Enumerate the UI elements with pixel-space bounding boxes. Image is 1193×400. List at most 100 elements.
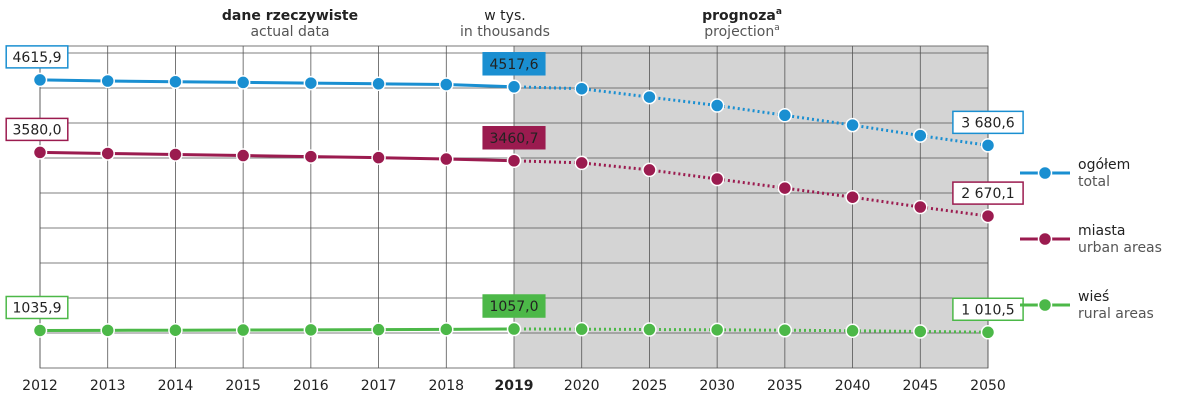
x-tick-label: 2050 <box>970 378 1006 394</box>
point <box>709 171 725 187</box>
point <box>845 189 860 205</box>
point <box>777 322 793 338</box>
x-tick-label: 2045 <box>902 378 938 394</box>
value-label-box <box>952 181 1024 205</box>
point <box>913 199 928 215</box>
value-label: 3 680,6 <box>961 115 1015 131</box>
point <box>574 155 589 171</box>
point <box>980 138 996 153</box>
value-label: 2 670,1 <box>961 186 1014 202</box>
point <box>845 323 860 339</box>
x-tick-label: 2018 <box>428 378 464 394</box>
point <box>32 72 48 88</box>
legend-label: miasta <box>1078 223 1125 239</box>
value-label-box <box>5 117 69 142</box>
value-label-box <box>952 297 1024 322</box>
x-tick-label: 2040 <box>835 378 871 394</box>
point <box>168 322 183 338</box>
value-label-box <box>482 52 546 76</box>
x-tick-label: 2020 <box>564 378 600 394</box>
legend-marker <box>1037 165 1053 181</box>
point <box>303 322 319 338</box>
legend-label-en: urban areas <box>1078 240 1162 256</box>
projection-area <box>514 46 988 368</box>
projection-line <box>513 327 989 334</box>
x-tick-label: 2016 <box>293 378 329 394</box>
point <box>506 79 522 95</box>
line <box>39 78 515 89</box>
point <box>439 151 454 167</box>
x-tick-label: 2013 <box>90 378 126 394</box>
point <box>303 149 319 164</box>
value-label: 1057,0 <box>490 299 539 315</box>
header-projection-text: prognoza <box>702 8 776 24</box>
point <box>642 162 657 178</box>
header-projection-en-text: projection <box>704 24 774 40</box>
x-tick-label: 2012 <box>22 378 58 394</box>
point <box>845 117 860 133</box>
value-label-box <box>952 110 1024 135</box>
unit-en: in thousands <box>460 24 550 40</box>
legend-marker <box>1037 231 1053 247</box>
point <box>371 76 386 92</box>
value-label-box <box>482 126 546 150</box>
point <box>32 323 48 338</box>
point <box>371 150 386 165</box>
point <box>506 153 522 169</box>
legend-marker <box>1037 297 1053 313</box>
point <box>235 148 251 163</box>
legend-label-en: rural areas <box>1078 306 1154 322</box>
point <box>100 73 115 89</box>
point <box>913 128 928 143</box>
value-label: 3460,7 <box>490 131 539 147</box>
x-tick-label: 2014 <box>158 378 194 394</box>
point <box>303 75 319 91</box>
legend-label: ogółem <box>1078 157 1130 173</box>
point <box>439 77 454 92</box>
legend-label-en: total <box>1078 174 1110 190</box>
point <box>709 322 725 338</box>
value-label: 4517,6 <box>490 57 539 73</box>
value-label-box <box>5 295 69 320</box>
header-projection: prognozaa <box>702 7 782 25</box>
footnote-mark: a <box>774 23 780 33</box>
footnote-mark: a <box>776 7 782 17</box>
point <box>980 208 996 224</box>
point <box>980 325 996 340</box>
point <box>574 321 589 337</box>
point <box>709 98 725 113</box>
value-label-box <box>482 294 546 318</box>
point <box>168 74 183 89</box>
header-actual: dane rzeczywiste <box>222 8 358 24</box>
point <box>439 322 454 337</box>
point <box>371 322 386 337</box>
point <box>32 145 48 160</box>
point <box>777 108 793 123</box>
value-label: 1 010,5 <box>961 302 1014 318</box>
x-tick-label: 2017 <box>361 378 397 394</box>
point <box>235 322 251 338</box>
header-projection-en: projectiona <box>704 23 779 41</box>
header-actual-en: actual data <box>250 24 329 40</box>
x-tick-label: 2030 <box>699 378 735 394</box>
legend-label: wieś <box>1078 289 1109 305</box>
unit: w tys. <box>484 8 525 24</box>
value-label: 3580,0 <box>13 122 62 138</box>
point <box>100 146 115 161</box>
point <box>235 75 251 90</box>
line <box>39 327 515 332</box>
point <box>913 324 928 339</box>
point <box>506 321 522 337</box>
point <box>574 81 589 96</box>
x-tick-label: 2025 <box>632 378 668 394</box>
value-label: 1035,9 <box>13 300 62 316</box>
point <box>168 147 183 162</box>
x-tick-label: 2035 <box>767 378 803 394</box>
plot-frame <box>39 45 989 369</box>
value-label: 4615,9 <box>13 50 62 66</box>
point <box>642 322 657 337</box>
x-tick-label: 2015 <box>225 378 261 394</box>
x-tick-label: 2019 <box>495 378 534 394</box>
line <box>39 150 515 163</box>
